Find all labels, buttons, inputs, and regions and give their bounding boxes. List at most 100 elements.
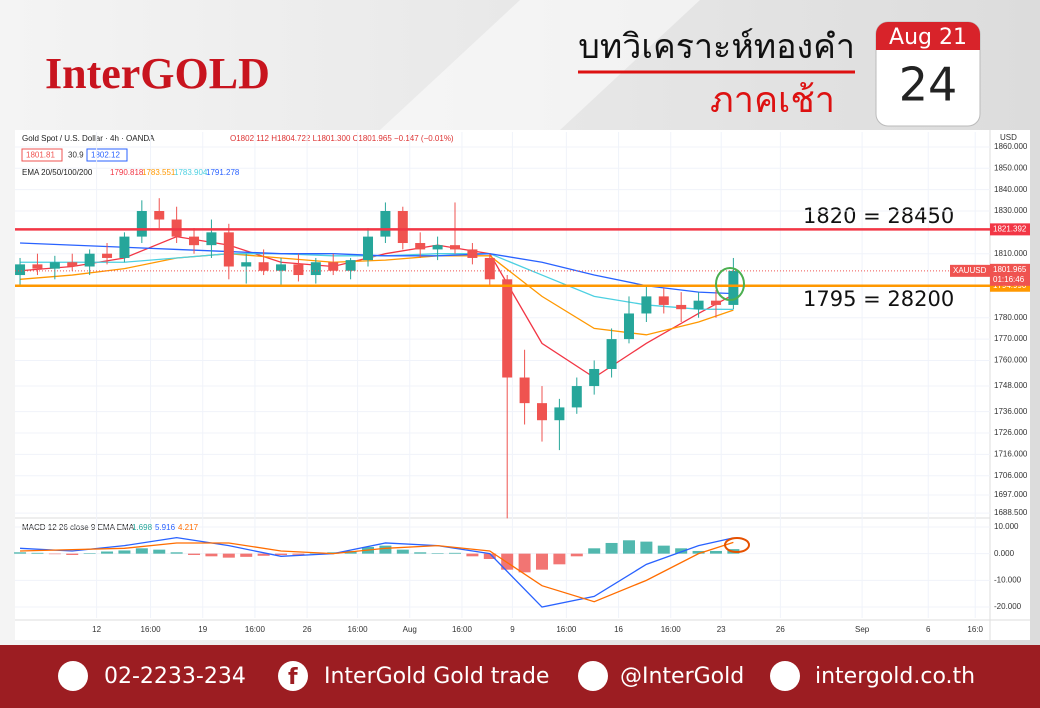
- candle-body: [536, 403, 547, 421]
- x-tick-label: 16:0: [967, 625, 983, 634]
- candle-body: [102, 253, 113, 258]
- candle-body: [589, 368, 600, 387]
- decor: [380, 0, 700, 130]
- histogram-bar: [153, 549, 166, 554]
- candle-body: [728, 270, 739, 305]
- candle-body: [676, 304, 687, 310]
- candle-body: [623, 313, 634, 340]
- annotation: 1795 = 28200: [803, 287, 954, 311]
- histogram-bar: [414, 552, 427, 554]
- y-tick-label: 1810.000: [994, 249, 1028, 258]
- histogram-bar: [709, 550, 722, 554]
- last-price: 1801.965: [993, 265, 1027, 274]
- symbol-tag: [950, 264, 990, 277]
- histogram-bar: [170, 552, 183, 554]
- footer-line: @InterGold: [620, 664, 744, 689]
- candle-body: [136, 210, 147, 237]
- bid-box: [21, 148, 63, 162]
- candle-body: [450, 245, 461, 250]
- candle-body: [154, 210, 165, 220]
- title: บทวิเคราะห์ทองคำ: [578, 27, 855, 67]
- candle-body: [658, 296, 669, 305]
- histogram-bar: [518, 553, 531, 573]
- candle-body: [415, 243, 426, 250]
- countdown: 01:16:46: [993, 275, 1025, 284]
- candle-body: [206, 232, 217, 246]
- footer-phone: 02-2233-234: [104, 664, 246, 689]
- calendar-month: Aug 21: [889, 25, 967, 50]
- candle-body: [641, 296, 652, 314]
- footer-web: intergold.co.th: [815, 664, 975, 689]
- histogram-bar: [640, 541, 653, 554]
- ohlc: O1802.112 H1804.722 L1801.300 C1801.965 …: [230, 134, 454, 143]
- histogram-bar: [205, 553, 218, 557]
- candle-body: [84, 253, 95, 267]
- y-tick-label: 1697.000: [994, 490, 1028, 499]
- candle-body: [519, 377, 530, 404]
- symbol: XAUUSD: [953, 266, 987, 275]
- ema-label: EMA 20/50/100/200: [22, 168, 93, 177]
- histogram-bar: [605, 542, 618, 554]
- y-tick-label: 1716.000: [994, 449, 1028, 458]
- calendar-top: [876, 22, 980, 50]
- histogram-bar: [501, 553, 514, 570]
- histogram-bar: [240, 553, 253, 557]
- macd-value: 4.217: [178, 523, 199, 532]
- histogram-bar: [379, 545, 392, 554]
- y-tick-label: 1760.000: [994, 356, 1028, 365]
- x-tick-label: Sep: [855, 625, 870, 634]
- x-tick-label: 16:00: [452, 625, 473, 634]
- histogram-bar: [588, 548, 601, 554]
- x-tick-label: 16:00: [556, 625, 577, 634]
- candle-body: [189, 236, 200, 246]
- candle-body: [49, 262, 60, 269]
- candle-body: [502, 279, 513, 378]
- y-tick-label: 1706.000: [994, 471, 1028, 480]
- facebook-icon: [278, 661, 308, 691]
- x-tick-label: 16:00: [245, 625, 266, 634]
- ema-line: [19, 235, 734, 379]
- y-tick-label: 1850.000: [994, 163, 1028, 172]
- candle-body: [397, 210, 408, 244]
- candle-body: [15, 264, 26, 276]
- histogram-bar: [657, 545, 670, 554]
- histogram-bar: [622, 540, 635, 554]
- histogram-bar: [14, 552, 27, 554]
- candle-body: [258, 262, 269, 271]
- phone-icon: [58, 661, 88, 691]
- candle-body: [432, 245, 443, 250]
- y-tick-label: -10.000: [994, 575, 1022, 584]
- candle-body: [571, 386, 582, 408]
- annotation: 1820 = 28450: [803, 204, 954, 228]
- y-tick-label: 1860.000: [994, 142, 1028, 151]
- candle-body: [293, 264, 304, 276]
- x-tick-label: 9: [510, 625, 515, 634]
- candle-body: [310, 262, 321, 276]
- signal-line: [20, 541, 734, 603]
- candle-body: [328, 262, 339, 271]
- currency: USD: [1000, 133, 1017, 142]
- candle-body: [119, 236, 130, 258]
- histogram-bar: [257, 553, 270, 556]
- histogram-bar: [275, 553, 288, 555]
- macd-line: [20, 536, 734, 608]
- spread: 30.9: [68, 151, 84, 160]
- subtitle: ภาคเช้า: [710, 80, 835, 121]
- price-tag: [990, 263, 1030, 286]
- x-tick-label: 23: [717, 625, 726, 634]
- histogram-bar: [292, 553, 305, 555]
- ema-value: 1791.278: [206, 168, 240, 177]
- candle-body: [606, 339, 617, 369]
- histogram-bar: [83, 553, 96, 554]
- brand: InterGOLD: [45, 49, 270, 98]
- candle-body: [554, 407, 565, 421]
- macd-value: 1.698: [132, 523, 153, 532]
- histogram-bar: [66, 553, 79, 555]
- histogram-bar: [48, 553, 61, 555]
- line-icon: [578, 661, 608, 691]
- candle-body: [276, 264, 287, 271]
- histogram-bar: [431, 553, 444, 554]
- y-tick-label: 1840.000: [994, 185, 1028, 194]
- y-tick-label: 1688.500: [994, 508, 1028, 517]
- histogram-bar: [135, 548, 148, 554]
